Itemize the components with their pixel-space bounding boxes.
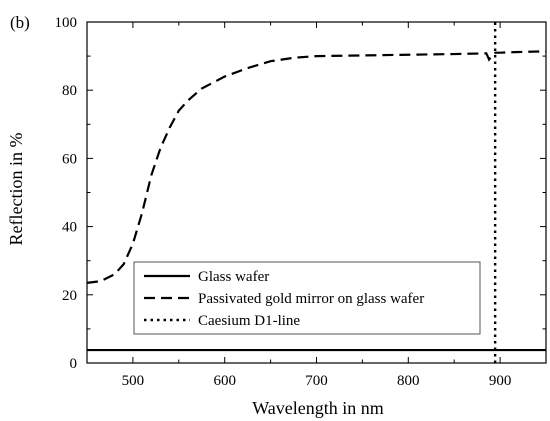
legend-label-3: Caesium D1-line [198,313,300,329]
x-tick-label: 600 [213,373,236,389]
x-tick-label: 800 [397,373,420,389]
x-tick-label: 700 [305,373,328,389]
x-axis-label: Wavelength in nm [252,398,384,418]
y-tick-label: 40 [62,220,77,236]
series-line-2 [86,50,547,284]
legend-label-2: Passivated gold mirror on glass wafer [198,291,424,307]
y-axis-label: Reflection in % [6,133,26,246]
plot-area: 500 600 700 800 900 0 20 40 60 80 100 Glass wafer Pa… [55,15,547,389]
y-tick-label: 100 [55,15,78,31]
y-tick-label: 60 [62,151,77,167]
y-tick-label: 20 [62,288,77,304]
x-tick-label: 500 [122,373,145,389]
legend-box [133,261,481,335]
panel-label: (b) [10,13,30,32]
y-tick-label: 0 [70,356,78,372]
legend-label-1: Glass wafer [198,269,269,285]
y-tick-label: 80 [62,83,77,99]
x-tick-label: 900 [489,373,512,389]
